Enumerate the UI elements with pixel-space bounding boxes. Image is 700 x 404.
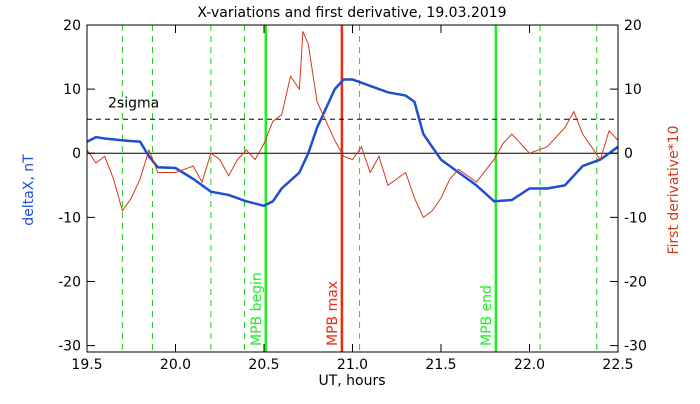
y2-tick-label: 0 — [624, 146, 633, 162]
y-axis-label: deltaX, nT — [21, 154, 37, 226]
y-tick-label: 20 — [63, 18, 81, 34]
chart-title: X-variations and first derivative, 19.03… — [197, 5, 506, 21]
y2-tick-label: 20 — [624, 18, 642, 34]
horizontal-line-label: 2sigma — [108, 95, 159, 111]
y2-axis-label: First derivative*10 — [666, 125, 682, 254]
y-tick-label: -20 — [58, 274, 81, 290]
x-tick-label: 20.0 — [160, 357, 191, 373]
x-tick-label: 22.0 — [514, 357, 545, 373]
y-tick-label: -30 — [58, 339, 81, 355]
y2-tick-label: -20 — [624, 274, 647, 290]
data-line — [86, 31, 619, 219]
y2-tick-label: -10 — [624, 210, 647, 226]
y-tick-label: -10 — [58, 210, 81, 226]
x-tick-label: 21.5 — [425, 357, 456, 373]
data-line — [86, 78, 619, 208]
vertical-line-label: MPB end — [479, 285, 495, 346]
x-axis-label: UT, hours — [318, 373, 385, 389]
x-tick-label: 19.5 — [71, 357, 102, 373]
y2-tick-label: 10 — [624, 82, 642, 98]
y-tick-label: 0 — [72, 146, 81, 162]
vertical-line-label: MPB max — [325, 281, 341, 346]
x-tick-label: 22.5 — [602, 357, 633, 373]
vertical-line-label: MPB begin — [249, 272, 265, 346]
y-tick-label: 10 — [63, 82, 81, 98]
x-tick-label: 21.0 — [337, 357, 368, 373]
y2-tick-label: -30 — [624, 339, 647, 355]
x-tick-label: 20.5 — [248, 357, 279, 373]
